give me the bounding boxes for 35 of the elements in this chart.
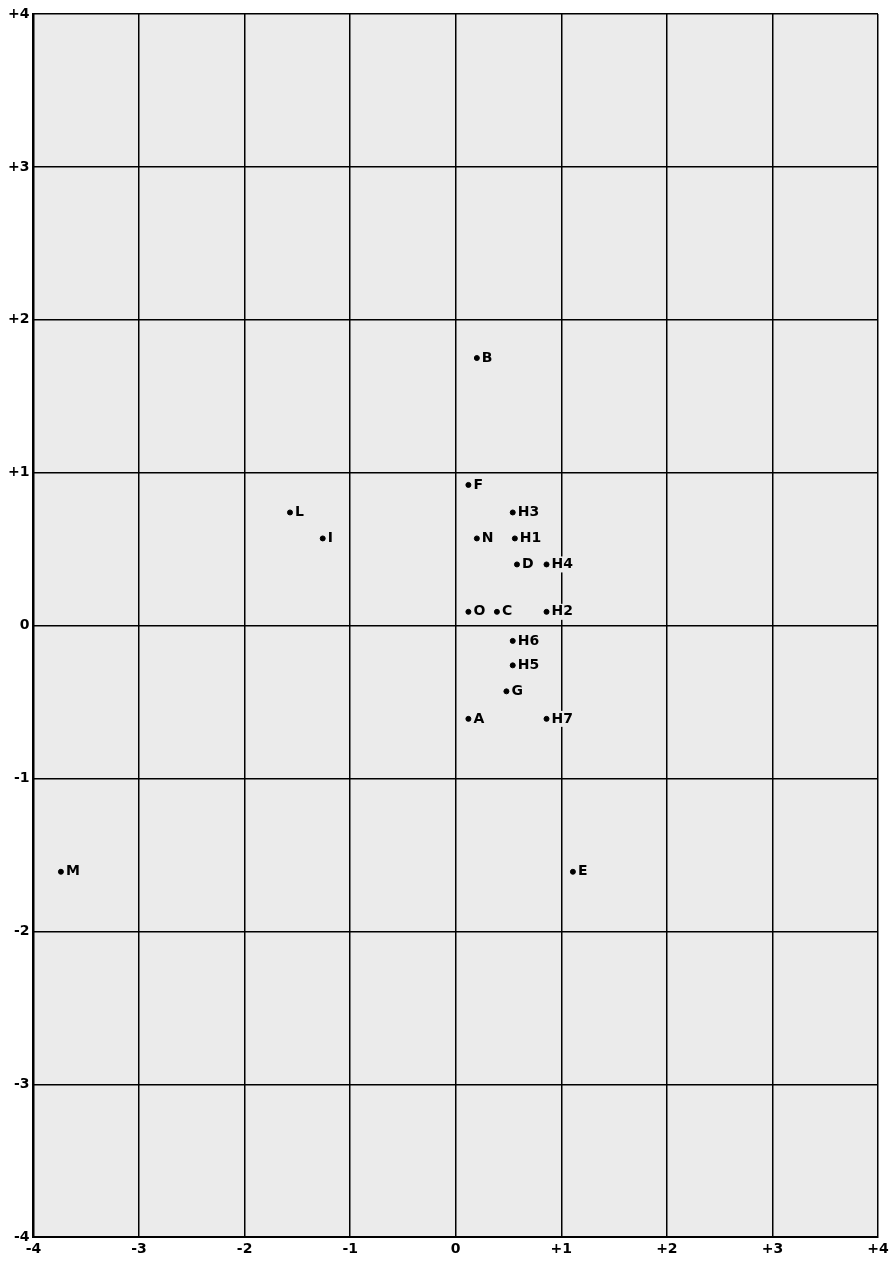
y-tick-label: +3	[7, 157, 30, 174]
data-label: O	[473, 602, 486, 619]
data-label: H5	[517, 655, 540, 672]
x-tick-label: +1	[550, 1240, 573, 1257]
y-tick-label: +2	[7, 310, 30, 327]
y-tick-label: +4	[7, 4, 30, 21]
data-label: H6	[517, 631, 540, 648]
data-label: F	[473, 475, 483, 492]
data-label: L	[295, 503, 304, 520]
data-label: C	[501, 602, 513, 619]
data-label: M	[65, 862, 80, 879]
y-tick-label: 0	[19, 616, 30, 633]
data-label: H3	[517, 503, 540, 520]
x-tick-label: +4	[867, 1240, 889, 1257]
y-tick-label: -2	[13, 922, 30, 939]
x-tick-label: +3	[761, 1240, 784, 1257]
data-label: B	[481, 348, 493, 365]
data-label: D	[521, 555, 534, 572]
data-label: E	[577, 862, 588, 879]
data-label: N	[481, 529, 494, 546]
x-tick-label: -1	[342, 1240, 358, 1257]
x-tick-label: -3	[131, 1240, 147, 1257]
data-label: H2	[551, 602, 573, 619]
y-tick-label: -1	[13, 769, 30, 786]
y-tick-label: +1	[7, 463, 30, 480]
data-label: G	[511, 681, 523, 698]
data-label: H1	[519, 529, 542, 546]
data-label: I	[327, 529, 333, 546]
data-label: H4	[551, 555, 574, 572]
data-label: A	[473, 709, 485, 726]
x-tick-label: 0	[450, 1240, 461, 1257]
y-tick-label: -3	[13, 1074, 30, 1091]
data-label: H7	[551, 709, 573, 726]
x-tick-label: -2	[236, 1240, 253, 1257]
x-tick-label: +2	[656, 1240, 678, 1257]
